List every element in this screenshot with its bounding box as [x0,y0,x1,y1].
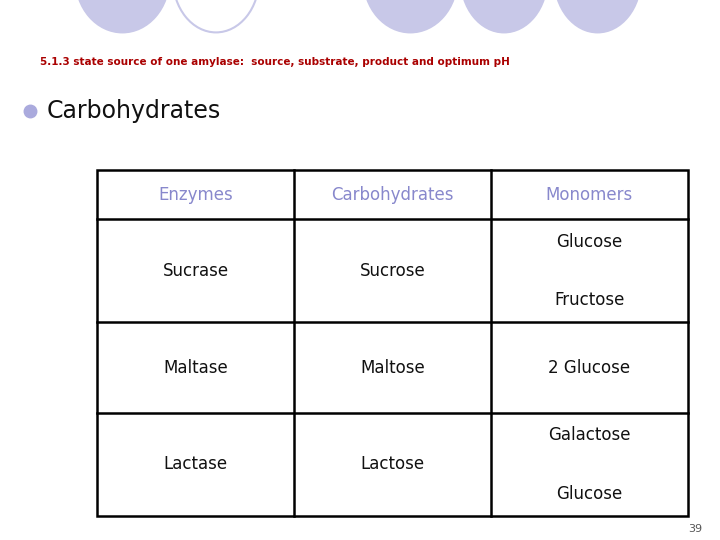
Text: Glucose

Fructose: Glucose Fructose [554,233,624,309]
Ellipse shape [173,0,259,32]
Text: Lactase: Lactase [163,455,228,474]
Text: Galactose

Glucose: Galactose Glucose [548,426,631,503]
Text: Carbohydrates: Carbohydrates [47,99,221,123]
Ellipse shape [461,0,547,32]
Ellipse shape [554,0,641,32]
Text: Lactose: Lactose [360,455,425,474]
Text: Monomers: Monomers [546,186,633,204]
Text: 5.1.3 state source of one amylase:  source, substrate, product and optimum pH: 5.1.3 state source of one amylase: sourc… [40,57,510,67]
Ellipse shape [76,0,169,32]
Text: Sucrase: Sucrase [163,262,229,280]
Text: Sucrose: Sucrose [359,262,426,280]
Bar [97,170,688,516]
Text: Enzymes: Enzymes [158,186,233,204]
Text: Carbohydrates: Carbohydrates [331,186,454,204]
Text: 2 Glucose: 2 Glucose [548,359,630,376]
Text: Maltose: Maltose [360,359,425,376]
Ellipse shape [364,0,457,32]
Text: Maltase: Maltase [163,359,228,376]
Text: 39: 39 [688,523,702,534]
